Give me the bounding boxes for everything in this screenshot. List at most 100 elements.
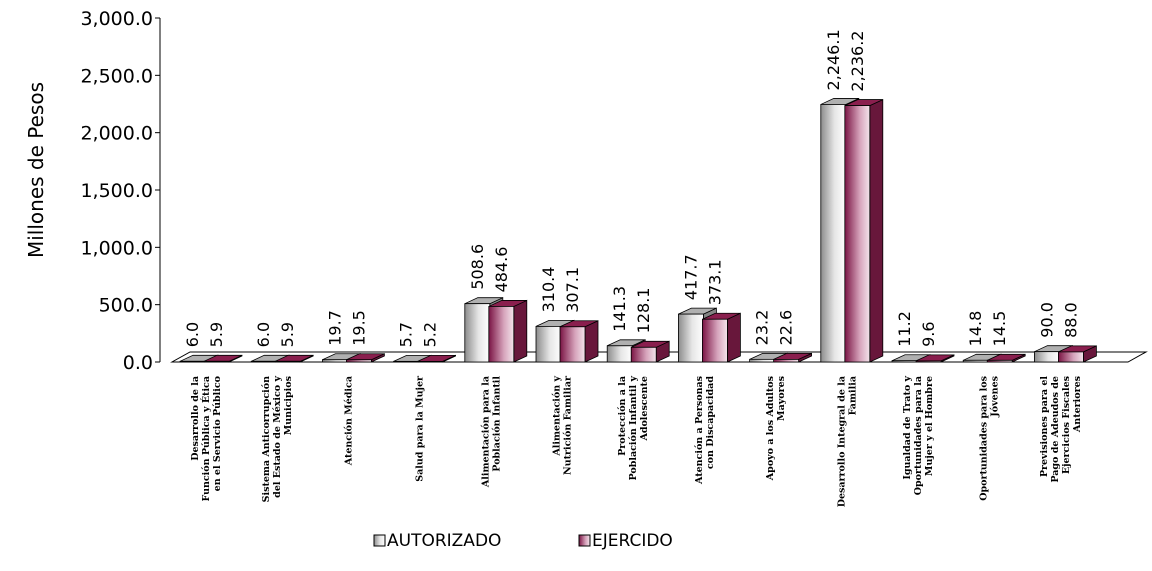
- y-tick-label: 500.0: [99, 295, 153, 317]
- bar-front-face: [844, 105, 871, 363]
- category-label-line: Jóvenes: [990, 376, 1001, 418]
- bar-front-face: [820, 104, 847, 363]
- value-label-ejercido: 2,236.2: [848, 31, 867, 92]
- bar-front-face: [464, 303, 491, 363]
- category-label: Alimentación para la Población Infantil: [480, 376, 502, 489]
- value-label-ejercido: 128.1: [634, 287, 653, 333]
- y-tick-label: 3,000.0: [80, 8, 153, 30]
- bar-front-face: [630, 346, 657, 363]
- value-label-autorizado: 2,246.1: [824, 29, 843, 90]
- bar-ejercido: [630, 340, 670, 363]
- legend-label-ejercido: EJERCIDO: [592, 531, 673, 551]
- value-label-autorizado: 310.4: [539, 267, 558, 313]
- bar-front-face: [1034, 351, 1060, 363]
- value-label-autorizado: 6.0: [183, 322, 202, 347]
- category-label-line: Igualdad de Trato y: [902, 376, 913, 480]
- value-label-autorizado: 90.0: [1037, 302, 1056, 338]
- value-label-ejercido: 88.0: [1061, 302, 1080, 338]
- category-label-line: Adolescente: [639, 376, 650, 442]
- value-label-autorizado: 417.7: [681, 254, 700, 300]
- category-label: Previsiones para el Pago de Adeudos de Eje…: [1039, 376, 1083, 483]
- category-label: Sistema Anticorrupción del Estado de Méxi…: [261, 376, 294, 503]
- bar-front-face: [678, 313, 704, 363]
- category-label-line: Familia: [847, 376, 858, 415]
- value-label-autorizado: 23.2: [753, 310, 772, 346]
- category-label: Igualdad de Trato y Oportunidades para la…: [902, 376, 935, 496]
- category-label-line: Protección a la: [617, 376, 628, 456]
- bar-ejercido: [559, 320, 599, 363]
- bar-side-face: [727, 312, 741, 363]
- y-axis-title: Millones de Pesos: [24, 82, 48, 258]
- category-label: Atención Médica: [343, 376, 354, 466]
- value-label-autorizado: 6.0: [254, 322, 273, 347]
- category-label-line: Atención Médica: [343, 376, 354, 466]
- bar-front-face: [702, 318, 728, 363]
- category-label-line: Población Infantil y: [628, 376, 639, 481]
- bar-ejercido: [986, 353, 1026, 363]
- category-label-line: Salud para la Mujer: [415, 375, 426, 482]
- category-label-line: Función Pública y Ética: [200, 376, 212, 502]
- category-label-line: Alimentación y: [552, 376, 563, 457]
- category-label: Apoyo a los Adultos Mayores: [765, 376, 787, 481]
- bar-front-face: [962, 359, 989, 363]
- bar-front-face: [488, 306, 515, 363]
- category-label: Alimentación y Nutrición Familiar: [552, 375, 574, 475]
- category-label-line: Nutrición Familiar: [563, 375, 574, 475]
- bar-ejercido: [274, 354, 314, 363]
- category-label-line: del Estado de México y: [272, 376, 283, 498]
- bar-front-face: [393, 360, 420, 363]
- bar-front-face: [417, 361, 444, 363]
- category-label-line: Oportunidades para la: [913, 376, 924, 495]
- category-label-line: Mayores: [776, 376, 787, 421]
- bar-front-face: [773, 359, 799, 363]
- category-label-line: Mujer y el Hombre: [924, 376, 935, 476]
- value-label-ejercido: 484.6: [492, 247, 511, 293]
- bar-front-face: [535, 326, 562, 363]
- y-tick-label: 0.0: [123, 352, 153, 374]
- category-label-line: Anteriores: [1072, 376, 1083, 433]
- bar-front-face: [345, 359, 372, 363]
- bar-front-face: [250, 360, 277, 363]
- value-label-autorizado: 11.2: [895, 311, 914, 347]
- bar-front-face: [986, 359, 1013, 363]
- bar-front-face: [321, 359, 348, 363]
- bar-ejercido: [702, 312, 741, 363]
- category-label: Desarrollo Integral de la Familia: [836, 376, 858, 507]
- value-label-ejercido: 307.1: [563, 267, 582, 313]
- bar-front-face: [915, 360, 942, 363]
- value-labels-layer: 6.0 5.9 6.0 5.9 19.7 19.5 5.7 5.2 508.6 484.6 310.…: [183, 29, 1080, 347]
- category-label-line: Atención a Personas: [694, 376, 705, 485]
- bar-side-face: [584, 320, 599, 363]
- value-label-autorizado: 141.3: [610, 286, 629, 332]
- bar-ejercido: [844, 98, 884, 363]
- bar-front-face: [1058, 351, 1084, 363]
- bar-front-face: [274, 360, 301, 363]
- bar-side-face: [513, 299, 528, 363]
- category-label: Desarrollo de la Función Pública y Ética e…: [190, 376, 223, 502]
- value-label-ejercido: 5.2: [421, 322, 440, 347]
- value-label-autorizado: 19.7: [325, 310, 344, 346]
- bars-layer: [179, 97, 1097, 363]
- value-label-ejercido: 5.9: [207, 322, 226, 347]
- category-label-line: Pago de Adeudos de: [1050, 376, 1061, 483]
- value-label-ejercido: 9.6: [919, 321, 938, 346]
- category-label-line: Municipios: [283, 376, 294, 435]
- value-label-ejercido: 19.5: [349, 310, 368, 346]
- bar-front-face: [559, 326, 586, 363]
- value-label-autorizado: 5.7: [397, 322, 416, 347]
- y-tick-label: 2,500.0: [80, 65, 153, 87]
- category-label: Salud para la Mujer: [415, 375, 426, 482]
- category-label-line: Previsiones para el: [1039, 376, 1050, 478]
- bar-ejercido: [773, 352, 812, 363]
- legend-swatch-ejercido: [578, 534, 591, 547]
- value-label-autorizado: 14.8: [966, 311, 985, 347]
- bar-ejercido: [1058, 345, 1097, 363]
- category-label-line: Desarrollo Integral de la: [836, 376, 847, 507]
- category-label-line: Ejercicios Fiscales: [1061, 376, 1072, 474]
- category-label: Atención a Personas con Discapacidad: [694, 376, 716, 485]
- bar-side-face: [869, 98, 884, 363]
- bar-front-face: [606, 345, 633, 363]
- bar-ejercido: [203, 354, 243, 363]
- value-label-ejercido: 373.1: [705, 259, 724, 305]
